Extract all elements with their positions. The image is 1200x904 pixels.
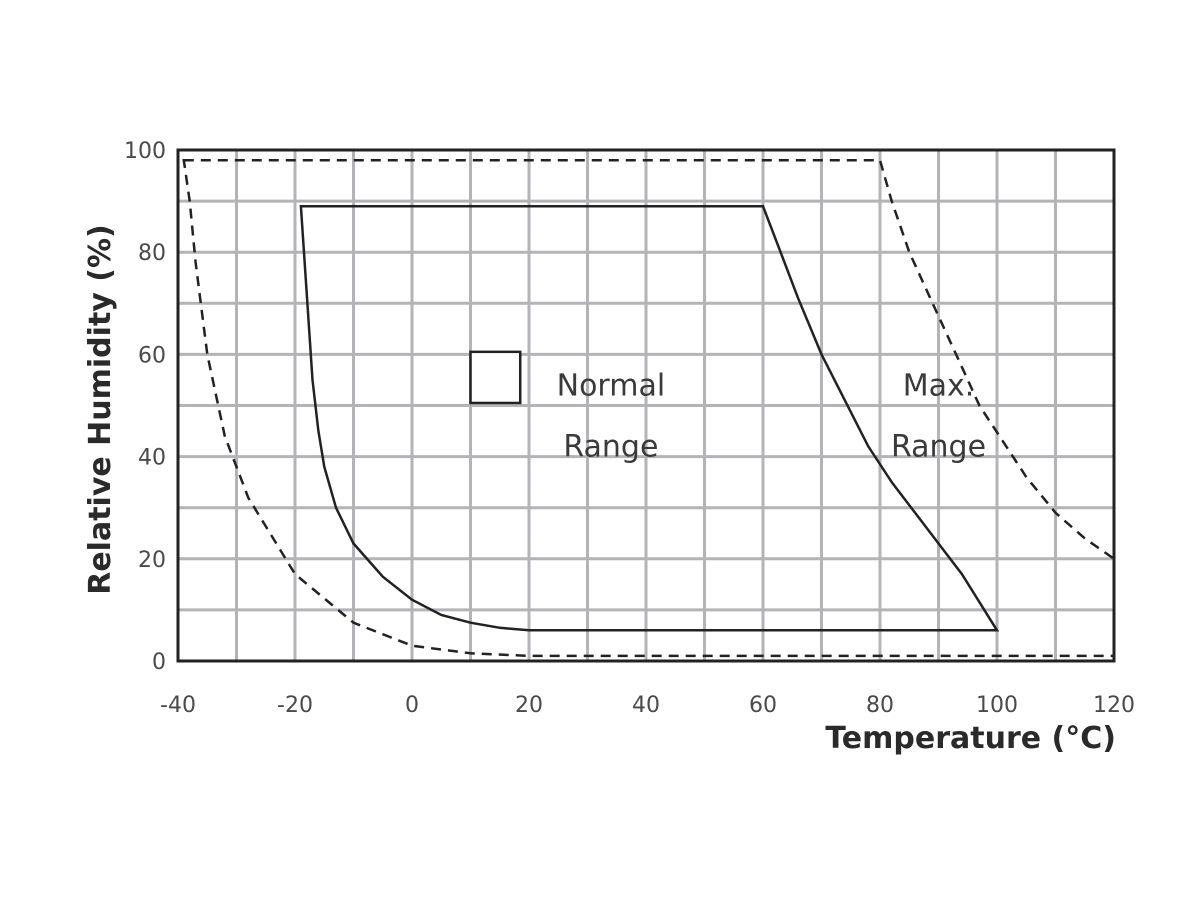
y-tick-label: 80 <box>138 241 166 266</box>
y-axis-title: Relative Humidity (%) <box>83 224 118 595</box>
grid <box>178 150 1114 661</box>
x-tick-label: 100 <box>976 693 1018 718</box>
range-labels: Normal Range Max. Range <box>557 368 986 464</box>
x-tick-label: -20 <box>277 693 313 718</box>
max-range-label-line1: Max. <box>903 368 975 403</box>
x-tick-label: 80 <box>866 693 894 718</box>
legend-marker <box>469 350 522 405</box>
plot-frame <box>176 148 1116 663</box>
x-axis-title: Temperature (°C) <box>825 721 1116 756</box>
x-tick-label: 0 <box>405 693 419 718</box>
normal-range-label-line1: Normal <box>557 368 666 403</box>
y-tick-label: 20 <box>138 548 166 573</box>
range-curves <box>182 158 1116 658</box>
y-axis-ticks: 0 20 40 60 80 100 <box>124 139 166 675</box>
max-range-label-line2: Range <box>891 430 986 465</box>
y-tick-label: 40 <box>138 446 166 471</box>
normal-range-curve <box>299 204 1000 632</box>
x-tick-label: 20 <box>515 693 543 718</box>
x-tick-label: 60 <box>749 693 777 718</box>
y-tick-label: 100 <box>124 139 166 164</box>
normal-range-label-line2: Range <box>563 430 658 465</box>
x-axis-ticks: -40 -20 0 20 40 60 80 100 120 <box>160 693 1135 718</box>
y-tick-label: 60 <box>138 343 166 368</box>
max-range-curve <box>182 158 1116 658</box>
x-tick-label: 120 <box>1093 693 1135 718</box>
y-tick-label: 0 <box>152 650 166 675</box>
x-tick-label: -40 <box>160 693 196 718</box>
x-tick-label: 40 <box>632 693 660 718</box>
